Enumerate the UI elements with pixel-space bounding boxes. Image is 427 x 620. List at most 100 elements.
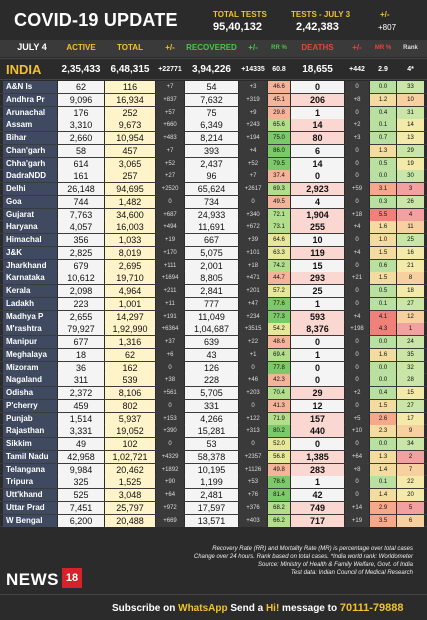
state-deaths-change: 0 (345, 170, 369, 183)
state-recovered: 2,481 (185, 489, 238, 501)
state-table: A&N Is 62 116 +7 54 +3 46.6 0 0 0.0 33 Andhra Pr 9,0… (0, 81, 427, 528)
table-row: Nagaland 311 539 +38 228 +46 42.3 0 0 0.0 28 (0, 374, 427, 387)
state-rr: 63.3 (268, 246, 290, 259)
total-tests-value: 95,40,132 (213, 21, 262, 33)
state-total-change: +57 (156, 106, 184, 119)
tests-change-value: +807 (378, 23, 397, 32)
state-active: 3,310 (58, 119, 104, 132)
state-deaths: 14 (291, 119, 344, 132)
state-active: 3,331 (58, 425, 104, 438)
state-name: Goa (3, 195, 57, 208)
state-deaths-change: 0 (345, 476, 369, 489)
state-recovered: 777 (185, 297, 238, 310)
state-rank: 26 (397, 195, 424, 208)
state-total-change: 0 (156, 399, 184, 412)
state-name: Rajasthan (3, 425, 57, 438)
state-recovered-change: +243 (239, 119, 267, 132)
state-deaths-change: +8 (345, 463, 369, 476)
state-rr: 52.0 (268, 438, 290, 450)
state-total: 19,052 (105, 425, 155, 438)
state-deaths-change: 0 (345, 361, 369, 374)
state-deaths: 0 (291, 81, 344, 93)
state-total: 3,048 (105, 489, 155, 501)
state-active: 7,451 (58, 501, 104, 514)
table-row: Assam 3,310 9,673 +660 6,349 +243 65.6 14 +2 0.1 1… (0, 119, 427, 132)
state-deaths: 1 (291, 106, 344, 119)
table-row: Madhya P 2,655 14,297 +191 11,049 +234 77.3 593… (0, 310, 427, 324)
state-total-change: +6364 (156, 323, 184, 336)
subscribe-suffix: message to (279, 603, 340, 614)
state-recovered: 11,049 (185, 310, 238, 323)
state-rank: 19 (397, 157, 424, 170)
state-mr: 5.5 (370, 208, 396, 221)
state-total-change: +494 (156, 221, 184, 234)
state-deaths-change: +4 (345, 310, 369, 323)
state-recovered: 6,349 (185, 119, 238, 132)
state-deaths-change: +8 (345, 93, 369, 106)
state-deaths-change: 0 (345, 157, 369, 170)
state-total-change: +2520 (156, 183, 184, 195)
state-mr: 1.5 (370, 272, 396, 285)
state-rank: 25 (397, 234, 424, 246)
state-deaths: 10 (291, 234, 344, 246)
state-total: 8,106 (105, 387, 155, 399)
state-rr: 65.6 (268, 119, 290, 132)
state-mr: 1.6 (370, 348, 396, 361)
state-recovered-change: +672 (239, 221, 267, 234)
state-mr: 4.1 (370, 310, 396, 323)
state-total: 1,482 (105, 195, 155, 208)
state-name: Nagaland (3, 374, 57, 387)
state-recovered: 8,805 (185, 272, 238, 285)
state-recovered: 1,199 (185, 476, 238, 489)
state-active: 26,148 (58, 183, 104, 195)
state-recovered-change: +1126 (239, 463, 267, 476)
india-deaths: 18,655 (302, 64, 333, 75)
table-row: Gujarat 7,763 34,600 +687 24,933 +340 72.1 1,90… (0, 208, 427, 222)
table-row: Punjab 1,514 5,937 +153 4,266 +122 71.9 157 +5 2.… (0, 412, 427, 426)
rank-header: Rank (403, 45, 418, 51)
note-change: Change over 24 hours. Rank based on tota… (193, 554, 413, 560)
table-row: A&N Is 62 116 +7 54 +3 46.6 0 0 0.0 33 (0, 81, 427, 94)
state-deaths: 255 (291, 221, 344, 234)
state-total: 16,003 (105, 221, 155, 234)
state-active: 62 (58, 81, 104, 93)
state-mr: 3.1 (370, 183, 396, 195)
mr-header: MR % (374, 45, 392, 51)
state-mr: 0.1 (370, 476, 396, 489)
state-mr: 0.1 (370, 297, 396, 310)
state-deaths: 0 (291, 170, 344, 183)
state-deaths-change: +2 (345, 387, 369, 399)
state-deaths-change: 0 (345, 195, 369, 208)
state-rank: 27 (397, 399, 424, 412)
state-total-change: +27 (156, 170, 184, 183)
state-deaths: 0 (291, 361, 344, 374)
column-header-row: JULY 4 ACTIVE TOTAL +/- RECOVERED +/- RR… (0, 40, 427, 57)
india-recovered-change: +14335 (241, 66, 265, 73)
state-total-change: +6 (156, 348, 184, 361)
state-rank: 21 (397, 259, 424, 272)
state-deaths: 717 (291, 514, 344, 527)
state-recovered-change: +7 (239, 170, 267, 183)
state-total: 1,316 (105, 336, 155, 348)
state-total: 16,934 (105, 93, 155, 106)
state-recovered-change: 0 (239, 438, 267, 450)
table-row: Mizoram 36 162 0 126 0 77.8 0 0 0.0 32 (0, 361, 427, 375)
state-active: 18 (58, 348, 104, 361)
state-deaths: 2,923 (291, 183, 344, 195)
state-total: 102 (105, 438, 155, 450)
state-total: 94,695 (105, 183, 155, 195)
state-rr: 41.3 (268, 399, 290, 412)
state-total: 3,065 (105, 157, 155, 170)
state-recovered: 75 (185, 106, 238, 119)
state-total-change: +390 (156, 425, 184, 438)
whatsapp-label: WhatsApp (178, 603, 228, 614)
state-total-change: +1892 (156, 463, 184, 476)
state-rr: 79.5 (268, 157, 290, 170)
state-deaths-change: +5 (345, 412, 369, 425)
state-rr: 42.3 (268, 374, 290, 387)
state-total-change: +111 (156, 259, 184, 272)
state-deaths: 42 (291, 489, 344, 501)
state-deaths-change: +3 (345, 132, 369, 144)
subscribe-line: Subscribe on WhatsApp Send a Hi! message… (112, 602, 404, 614)
